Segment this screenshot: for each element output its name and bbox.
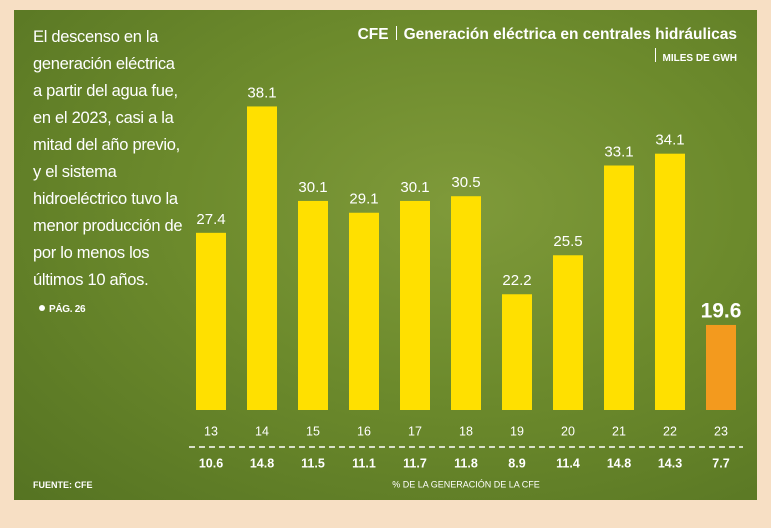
x-tick-label: 16 <box>357 424 371 438</box>
chart-subtitle: Generación eléctrica en centrales hidráu… <box>403 26 737 43</box>
share-caption: % DE LA GENERACIÓN DE LA CFE <box>392 479 540 489</box>
share-label: 14.3 <box>658 456 682 470</box>
share-label: 11.1 <box>352 456 376 470</box>
chart-title: CFE <box>357 26 389 43</box>
x-tick-label: 17 <box>408 424 422 438</box>
value-label: 27.4 <box>196 211 225 228</box>
value-label: 25.5 <box>553 233 582 250</box>
share-label: 7.7 <box>712 456 729 470</box>
x-tick-label: 13 <box>204 424 218 438</box>
note-text: El descenso en la generación eléctrica a… <box>33 28 183 289</box>
note: El descenso en la generación eléctrica a… <box>33 24 183 323</box>
bar <box>400 200 430 410</box>
value-label: 30.5 <box>451 174 480 191</box>
value-label: 34.1 <box>655 132 684 149</box>
bar <box>451 196 481 410</box>
share-label: 11.5 <box>301 456 325 470</box>
share-label: 14.8 <box>607 456 631 470</box>
share-label: 11.7 <box>403 456 427 470</box>
bar <box>604 165 634 410</box>
bar <box>247 106 277 411</box>
bar <box>349 212 379 410</box>
x-tick-label: 23 <box>714 424 728 438</box>
value-label: 22.2 <box>502 272 531 289</box>
bar <box>706 324 736 410</box>
share-label: 11.4 <box>556 456 580 470</box>
x-tick-label: 15 <box>306 424 320 438</box>
value-label: 33.1 <box>604 143 633 160</box>
bar <box>553 255 583 410</box>
share-label: 10.6 <box>199 456 223 470</box>
x-tick-label: 22 <box>663 424 677 438</box>
page-ref: PÁG. 26 <box>39 304 86 315</box>
value-label: 30.1 <box>298 179 327 196</box>
share-label: 8.9 <box>508 456 525 470</box>
bullet <box>39 305 45 311</box>
page-ref-text: PÁG. 26 <box>49 304 86 315</box>
value-label: 30.1 <box>400 179 429 196</box>
bar <box>502 294 532 410</box>
x-tick-label: 20 <box>561 424 575 438</box>
value-label: 38.1 <box>247 84 276 101</box>
x-tick-label: 21 <box>612 424 626 438</box>
x-tick-label: 14 <box>255 424 269 438</box>
x-tick-label: 18 <box>459 424 473 438</box>
header: CFE Generación eléctrica en centrales hid… <box>357 24 737 70</box>
unit: MILES DE GWH <box>662 53 737 64</box>
share-label: 14.8 <box>250 456 274 470</box>
chart: 27.4 13 10.6 38.1 14 14.8 30.1 15 11.5 29.1 16 11.1… <box>189 84 743 489</box>
separator <box>654 48 656 62</box>
bar <box>298 200 328 410</box>
source: FUENTE: CFE <box>33 480 93 490</box>
share-label: 11.8 <box>454 456 478 470</box>
panel: 27.4 13 10.6 38.1 14 14.8 30.1 15 11.5 29.1 16 11.1… <box>14 10 757 500</box>
x-tick-label: 19 <box>510 424 524 438</box>
bar <box>655 153 685 410</box>
separator <box>395 26 397 40</box>
value-label: 19.6 <box>701 300 742 323</box>
value-label: 29.1 <box>349 191 378 208</box>
bar <box>196 232 226 410</box>
